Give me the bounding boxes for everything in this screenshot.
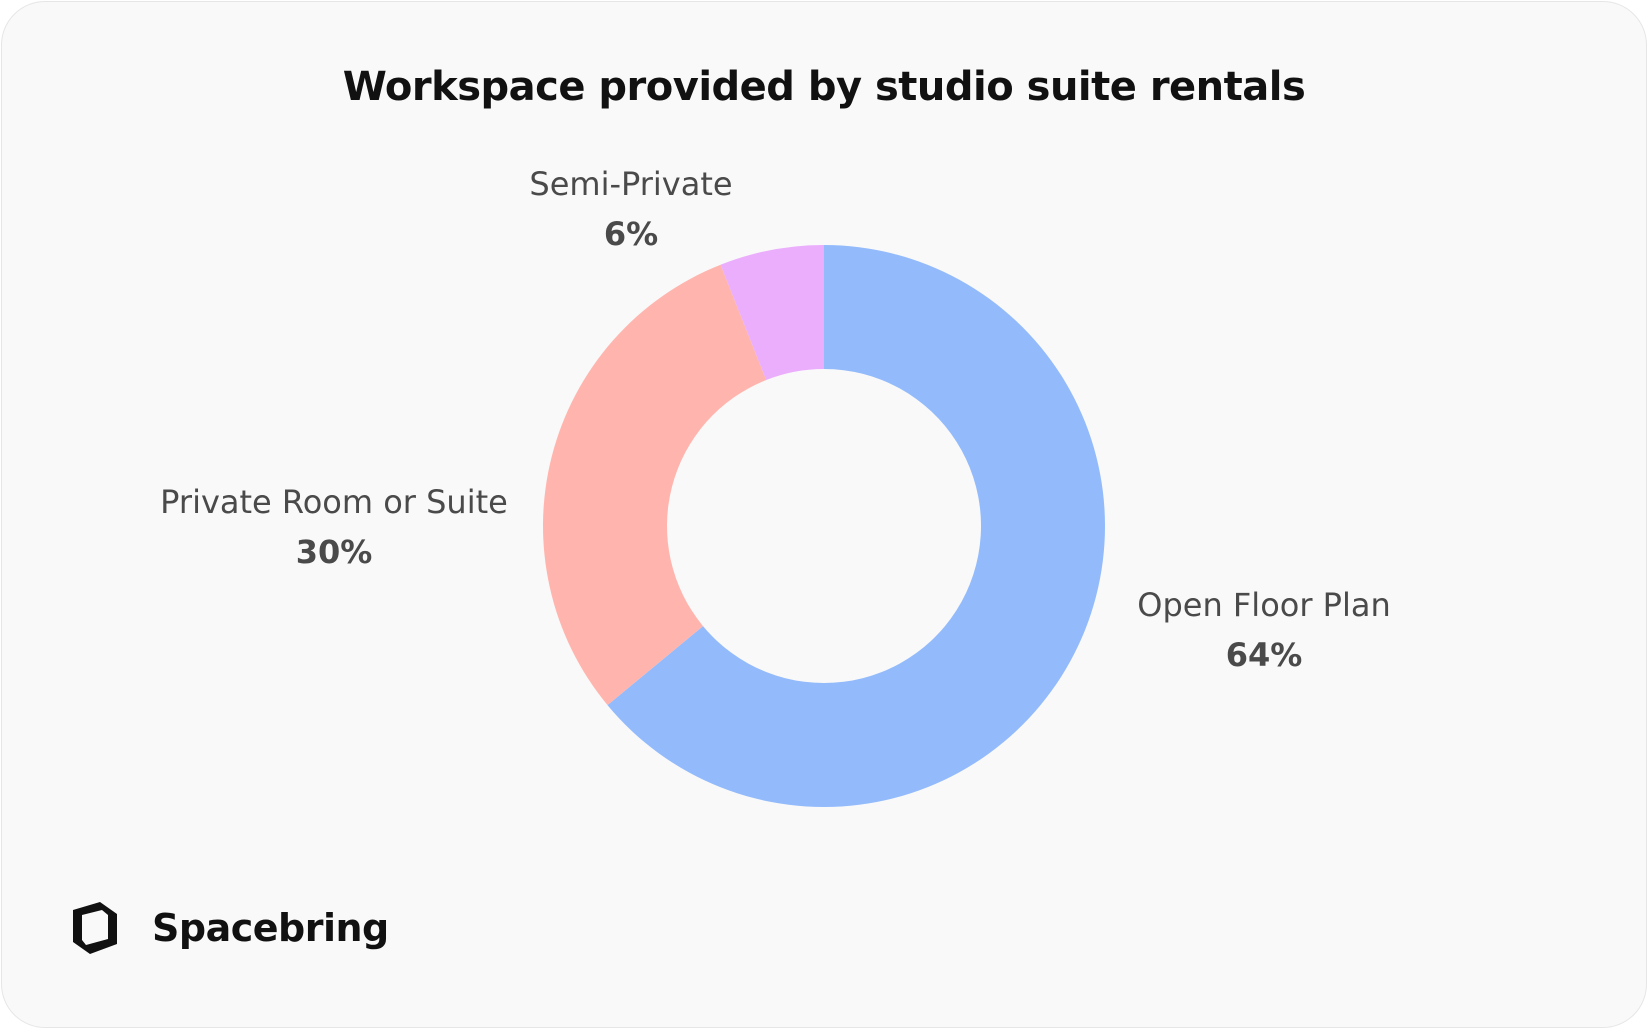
slice-value-label: 6%	[603, 215, 659, 253]
donut-slice-private-room-or-suite	[543, 264, 767, 706]
donut-slice-open-floor-plan	[607, 245, 1106, 808]
slice-category-label: Semi-Private	[529, 165, 733, 203]
slice-label-semi-private: Semi-Private 6%	[529, 159, 732, 259]
slice-category-label: Private Room or Suite	[160, 483, 508, 521]
slice-category-label: Open Floor Plan	[1137, 586, 1391, 624]
brand-name: Spacebring	[152, 906, 389, 950]
slice-value-label: 30%	[295, 533, 373, 571]
chart-title: Workspace provided by studio suite renta…	[342, 64, 1306, 110]
spacebring-cube-logo-icon	[73, 902, 117, 954]
slice-label-open-floor-plan: Open Floor Plan 64%	[1137, 580, 1391, 680]
donut-slice-semi-private	[720, 245, 824, 381]
slice-value-label: 64%	[1225, 636, 1303, 674]
brand-logo: Spacebring	[70, 900, 389, 956]
slice-label-private-room-or-suite: Private Room or Suite 30%	[160, 477, 508, 577]
